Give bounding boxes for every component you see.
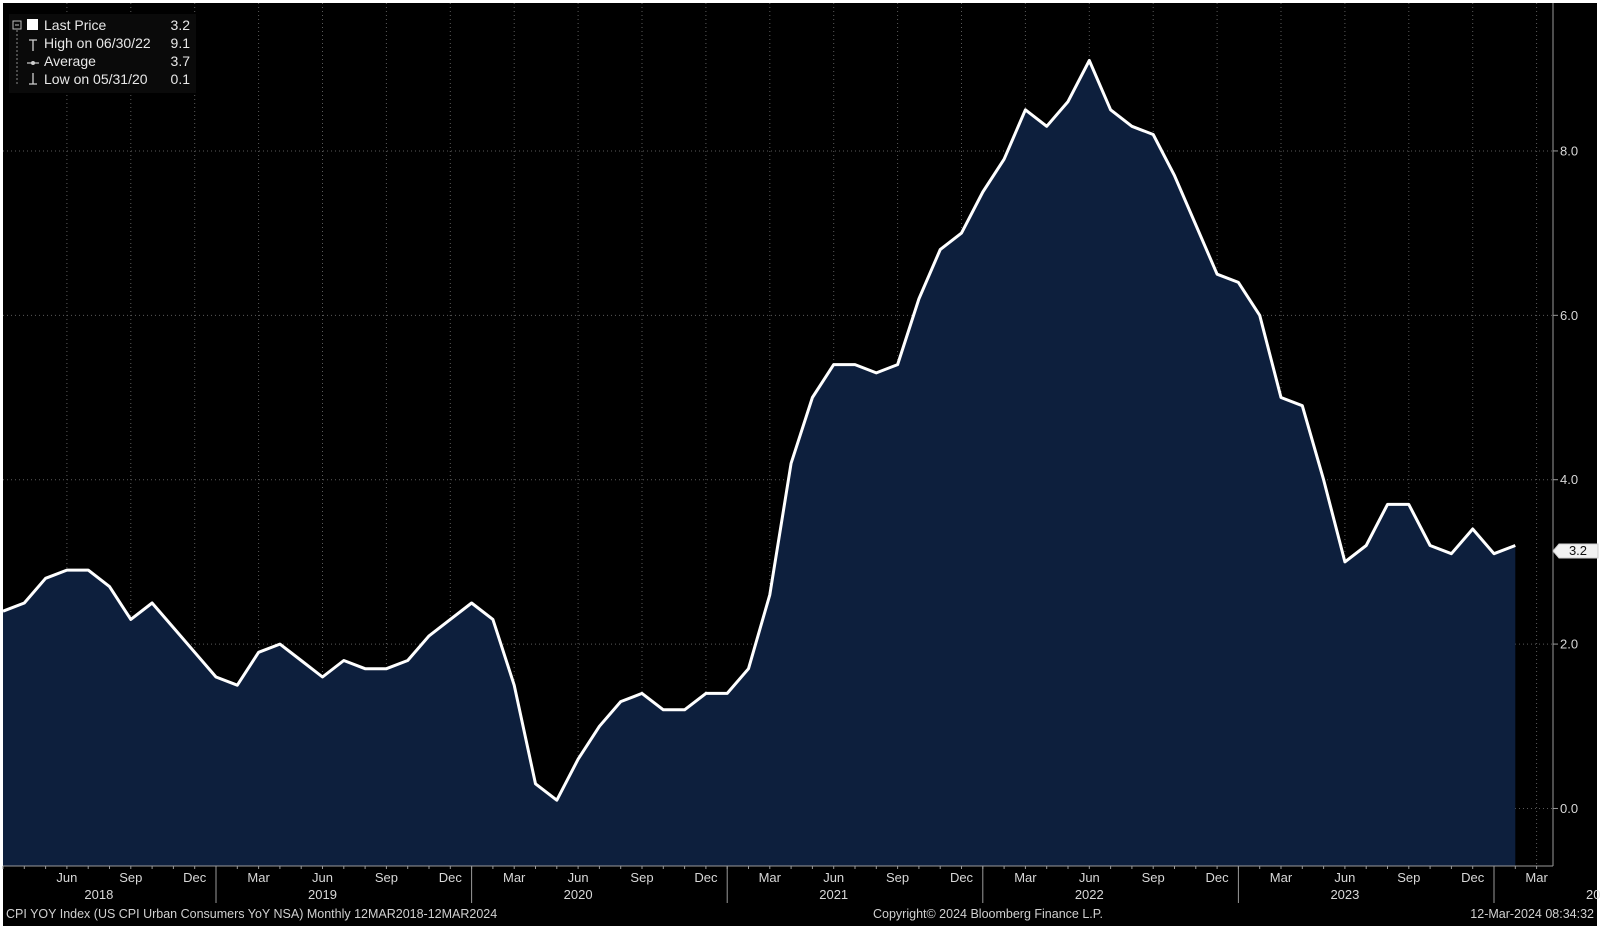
- x-tick-label: Dec: [439, 870, 463, 885]
- x-tick-label: Sep: [375, 870, 398, 885]
- x-tick-label: Sep: [1142, 870, 1165, 885]
- x-year-label: 2020: [564, 887, 593, 902]
- footer: CPI YOY Index (US CPI Urban Consumers Yo…: [6, 907, 1594, 921]
- low-marker-icon: [29, 73, 37, 85]
- x-tick-label: Mar: [247, 870, 270, 885]
- x-axis: Jun Sep Dec Mar Jun Sep Dec Mar Jun Sep Dec Mar Jun S…: [2, 866, 1600, 903]
- y-tick-label: 8.0: [1560, 143, 1578, 158]
- legend: Last Price 3.2 High on 06/30/22 9.1 Aver…: [9, 14, 196, 93]
- high-marker-icon: [29, 39, 37, 51]
- y-tick-label: 6.0: [1560, 308, 1578, 323]
- x-year-label: 2019: [308, 887, 337, 902]
- x-tick-label: Sep: [1397, 870, 1420, 885]
- average-dot-icon: [31, 61, 35, 65]
- legend-value-high: 9.1: [171, 35, 191, 51]
- x-tick-label: Sep: [119, 870, 142, 885]
- x-tick-label: Dec: [1461, 870, 1485, 885]
- cpi-area-fill: [3, 60, 1516, 866]
- x-tick-label: Mar: [1014, 870, 1037, 885]
- x-tick-label: Dec: [1206, 870, 1230, 885]
- y-axis: 0.0 2.0 4.0 6.0 8.0: [1553, 143, 1578, 816]
- x-tick-label: Jun: [823, 870, 844, 885]
- legend-label-average: Average: [44, 53, 96, 69]
- last-value-tag-text: 3.2: [1569, 543, 1587, 558]
- collapse-icon[interactable]: [12, 20, 22, 30]
- x-tick-label: Jun: [56, 870, 77, 885]
- x-tick-label: Mar: [1270, 870, 1293, 885]
- last-value-tag: 3.2: [1552, 543, 1599, 559]
- legend-value-low: 0.1: [171, 71, 191, 87]
- x-tick-label: Jun: [568, 870, 589, 885]
- y-tick-label: 2.0: [1560, 637, 1578, 652]
- last-value-tag-shape: [1552, 543, 1599, 559]
- last-price-swatch-icon: [27, 19, 38, 30]
- cpi-series-line: [2, 59, 1516, 802]
- y-tick-label: 0.0: [1560, 801, 1578, 816]
- x-tick-label: Dec: [183, 870, 207, 885]
- legend-value-last-price: 3.2: [171, 17, 191, 33]
- x-year-label: 2024: [1586, 887, 1600, 902]
- x-tick-label: Mar: [759, 870, 782, 885]
- footer-ticker-description: CPI YOY Index (US CPI Urban Consumers Yo…: [6, 907, 497, 921]
- x-tick-label: Sep: [886, 870, 909, 885]
- x-tick-label: Dec: [694, 870, 718, 885]
- y-tick-label: 4.0: [1560, 472, 1578, 487]
- x-tick-label: Mar: [503, 870, 526, 885]
- x-tick-label: Jun: [1334, 870, 1355, 885]
- x-tick-label: Mar: [1525, 870, 1548, 885]
- x-tick-label: Jun: [1079, 870, 1100, 885]
- x-tick-label: Jun: [312, 870, 333, 885]
- legend-label-low: Low on 05/31/20: [44, 71, 148, 87]
- x-tick-label: Sep: [630, 870, 653, 885]
- legend-box: [9, 14, 196, 93]
- x-year-label: 2021: [819, 887, 848, 902]
- x-tick-label: Dec: [950, 870, 974, 885]
- legend-label-last-price: Last Price: [44, 17, 106, 33]
- footer-timestamp: 12-Mar-2024 08:34:32: [1470, 907, 1594, 921]
- x-year-label: 2022: [1075, 887, 1104, 902]
- x-year-label: 2023: [1330, 887, 1359, 902]
- legend-value-average: 3.7: [171, 53, 191, 69]
- footer-copyright: Copyright© 2024 Bloomberg Finance L.P.: [873, 907, 1103, 921]
- legend-label-high: High on 06/30/22: [44, 35, 151, 51]
- x-year-label: 2018: [84, 887, 113, 902]
